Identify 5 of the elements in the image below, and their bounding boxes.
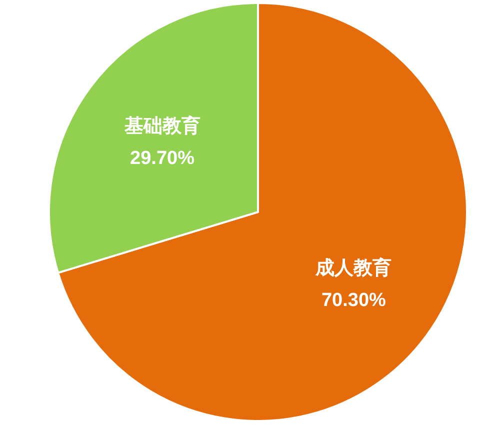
slice-label: 成人教育 bbox=[314, 256, 392, 279]
data-label: 29.70% bbox=[130, 148, 195, 170]
slice: 基础教育 29.70% bbox=[48, 2, 259, 274]
slice-label: 基础教育 bbox=[123, 115, 200, 138]
data-label: 70.30% bbox=[321, 290, 386, 311]
